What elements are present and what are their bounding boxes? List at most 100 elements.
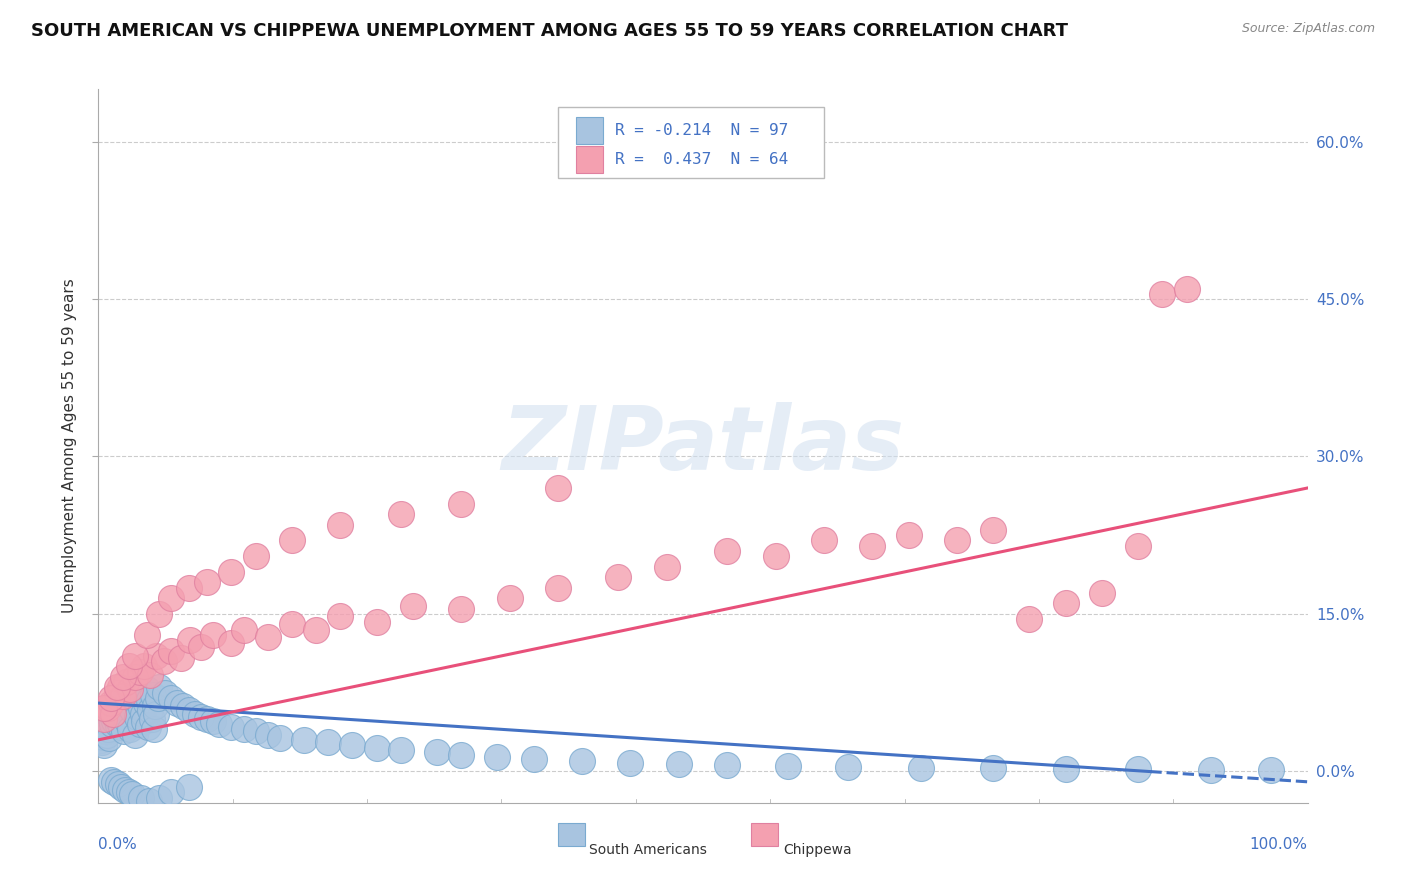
Point: [329, 609, 352, 624]
Point: [1054, 762, 1077, 776]
Point: [292, 732, 315, 747]
Point: [160, 591, 183, 606]
Point: [160, 690, 183, 705]
Point: [366, 741, 388, 756]
Point: [366, 615, 388, 630]
Point: [221, 720, 243, 734]
Point: [195, 712, 218, 726]
Text: R =  0.437  N = 64: R = 0.437 N = 64: [614, 152, 787, 167]
Point: [111, 670, 134, 684]
Point: [135, 682, 157, 697]
Point: [100, 772, 122, 787]
Point: [105, 685, 128, 699]
Point: [129, 790, 152, 805]
Text: Chippewa: Chippewa: [783, 844, 852, 857]
Point: [179, 780, 201, 794]
Point: [190, 640, 212, 655]
Point: [716, 544, 738, 558]
Point: [190, 710, 212, 724]
Point: [100, 717, 122, 731]
Point: [389, 507, 412, 521]
Point: [124, 670, 146, 684]
Point: [1199, 764, 1222, 778]
Point: [172, 699, 194, 714]
Point: [981, 523, 1004, 537]
Point: [910, 761, 932, 775]
Point: [450, 497, 472, 511]
Point: [129, 701, 152, 715]
Point: [101, 706, 124, 721]
Point: [179, 633, 201, 648]
Point: [547, 581, 569, 595]
Text: SOUTH AMERICAN VS CHIPPEWA UNEMPLOYMENT AMONG AGES 55 TO 59 YEARS CORRELATION CH: SOUTH AMERICAN VS CHIPPEWA UNEMPLOYMENT …: [31, 22, 1069, 40]
Point: [256, 728, 278, 742]
Point: [111, 689, 134, 703]
Point: [860, 539, 883, 553]
Point: [100, 690, 122, 705]
Bar: [751, 822, 778, 846]
Point: [607, 570, 630, 584]
Point: [112, 724, 135, 739]
Point: [97, 723, 120, 737]
Point: [1128, 539, 1150, 553]
Point: [1054, 596, 1077, 610]
Point: [127, 710, 149, 724]
Point: [131, 689, 153, 703]
Point: [145, 706, 167, 721]
Point: [1152, 286, 1174, 301]
Point: [91, 735, 114, 749]
Point: [108, 681, 131, 695]
Point: [118, 659, 141, 673]
Point: [125, 693, 148, 707]
Bar: [576, 117, 603, 145]
Point: [93, 712, 115, 726]
Point: [152, 654, 174, 668]
Point: [121, 703, 143, 717]
Point: [153, 685, 176, 699]
Point: [160, 643, 183, 657]
Point: [329, 517, 352, 532]
Point: [245, 724, 267, 739]
Point: [1091, 586, 1114, 600]
Point: [281, 533, 304, 548]
Point: [897, 528, 920, 542]
Point: [135, 696, 157, 710]
Point: [117, 714, 139, 728]
Point: [486, 749, 509, 764]
Point: [389, 743, 412, 757]
Point: [139, 667, 162, 681]
Point: [107, 777, 129, 791]
Point: [619, 756, 641, 770]
Point: [118, 723, 141, 737]
Text: R = -0.214  N = 97: R = -0.214 N = 97: [614, 123, 787, 138]
Point: [108, 714, 131, 729]
Point: [141, 712, 163, 726]
Point: [179, 703, 201, 717]
Point: [124, 728, 146, 742]
Point: [426, 746, 449, 760]
Point: [96, 728, 118, 742]
Point: [104, 710, 127, 724]
Point: [946, 533, 969, 548]
Point: [128, 717, 150, 731]
Point: [142, 688, 165, 702]
Point: [97, 701, 120, 715]
Point: [90, 732, 112, 747]
FancyBboxPatch shape: [558, 107, 824, 178]
Point: [124, 648, 146, 663]
Point: [256, 630, 278, 644]
Text: ZIPatlas: ZIPatlas: [502, 402, 904, 490]
Point: [1260, 764, 1282, 778]
Point: [93, 738, 115, 752]
Point: [202, 714, 225, 728]
Point: [166, 696, 188, 710]
Point: [103, 714, 125, 728]
Point: [148, 681, 170, 695]
Point: [136, 720, 159, 734]
Point: [139, 703, 162, 717]
Text: Source: ZipAtlas.com: Source: ZipAtlas.com: [1241, 22, 1375, 36]
Point: [110, 720, 132, 734]
Point: [765, 549, 787, 564]
Point: [143, 723, 166, 737]
Point: [114, 690, 136, 705]
